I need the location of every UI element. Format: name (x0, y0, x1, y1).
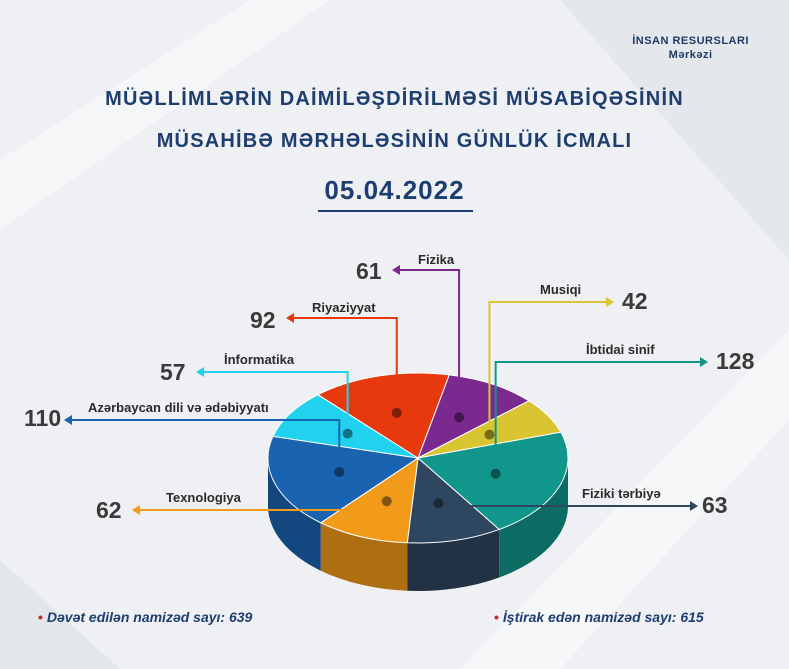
category-label-fiziki-t-rbiy: Fiziki tərbiyə (582, 486, 661, 501)
leader-line-fizika (400, 269, 461, 418)
slice-az-rbaycan-dili-v-d-biyyat (267, 435, 420, 524)
value-label-riyaziyyat: 92 (250, 307, 276, 333)
slice-side-texnologiya (320, 522, 408, 591)
anchor-dot-az-rbaycan-dili-v-d-biyyat (334, 466, 345, 477)
leader-line-musiqi (488, 301, 606, 435)
arrow-head-texnologiya (132, 505, 140, 515)
participated-count: • İştirak edən namizəd sayı: 615 (494, 609, 704, 625)
value-label-musiqi: 42 (622, 288, 648, 314)
category-label-fizika: Fizika (418, 252, 455, 267)
slice-fiziki-t-rbiy (406, 457, 501, 544)
title-line1: MÜƏLLİMLƏRİN DAİMİLƏŞDİRİLMƏSİ MÜSABİQƏS… (105, 88, 684, 110)
slice-fizika (417, 374, 530, 460)
arrow-head-informatika (196, 367, 204, 377)
anchor-dot-musiqi (484, 429, 495, 440)
arrow-head-az-rbaycan-dili-v-d-biyyat (64, 415, 72, 425)
anchor-dot-fizika (454, 412, 465, 423)
organization-logo-text: İNSAN RESURSLARI Mərkəzi (632, 34, 749, 62)
slice-side-ibtidai-sinif (499, 458, 568, 578)
participated-count-text: İştirak edən namizəd sayı: 615 (502, 609, 704, 625)
arrow-head-musiqi (606, 297, 614, 307)
slice-side-fiziki-t-rbiy (407, 529, 500, 591)
value-label-ibtidai-sinif: 128 (716, 348, 755, 374)
anchor-dot-informatika (342, 428, 353, 439)
invited-count: • Dəvət edilən namizəd sayı: 639 (38, 609, 252, 625)
leader-line-informatika (204, 371, 349, 434)
leader-line-riyaziyyat (294, 317, 398, 413)
arrow-head-ibtidai-sinif (700, 357, 708, 367)
category-label-ibtidai-sinif: İbtidai sinif (586, 342, 655, 357)
leader-line-az-rbaycan-dili-v-d-biyyat (72, 419, 341, 472)
category-label-texnologiya: Texnologiya (166, 490, 241, 505)
anchor-dot-fiziki-t-rbiy (433, 498, 444, 509)
title-line2: MÜSAHİBƏ MƏRHƏLƏSİNİN GÜNLÜK İCMALI (156, 130, 633, 152)
category-label-az-rbaycan-dili-v-d-biyyat: Azərbaycan dili və ədəbiyyatı (88, 400, 269, 415)
category-label-informatika: İnformatika (224, 352, 295, 367)
category-label-musiqi: Musiqi (540, 282, 582, 297)
value-label-informatika: 57 (160, 359, 186, 385)
anchor-dot-texnologiya (381, 496, 392, 507)
arrow-head-fizika (392, 265, 400, 275)
slice-side-az-rbaycan-dili-v-d-biyyat (268, 458, 321, 571)
arrow-head-riyaziyyat (286, 313, 294, 323)
value-label-fiziki-t-rbiy: 63 (702, 492, 728, 518)
leader-line-ibtidai-sinif (494, 361, 700, 474)
bullet-dot: • (38, 609, 43, 625)
value-label-az-rbaycan-dili-v-d-biyyat: 110 (24, 405, 62, 431)
arrow-head-fiziki-t-rbiy (690, 501, 698, 511)
invited-count-text: Dəvət edilən namizəd sayı: 639 (46, 609, 253, 625)
anchor-dot-ibtidai-sinif (490, 468, 501, 479)
value-label-texnologiya: 62 (96, 497, 122, 523)
bullet-dot: • (494, 609, 499, 625)
category-label-riyaziyyat: Riyaziyyat (312, 300, 376, 315)
anchor-dot-riyaziyyat (391, 407, 402, 418)
report-date: 05.04.2022 (324, 175, 465, 205)
slice-informatika (272, 394, 419, 459)
slice-texnologiya (319, 456, 419, 544)
slice-riyaziyyat (316, 372, 450, 459)
value-label-fizika: 61 (356, 258, 382, 284)
org-line1: İNSAN RESURSLARI (632, 35, 749, 47)
org-line2: Mərkəzi (668, 49, 713, 61)
date-underline (318, 210, 473, 212)
